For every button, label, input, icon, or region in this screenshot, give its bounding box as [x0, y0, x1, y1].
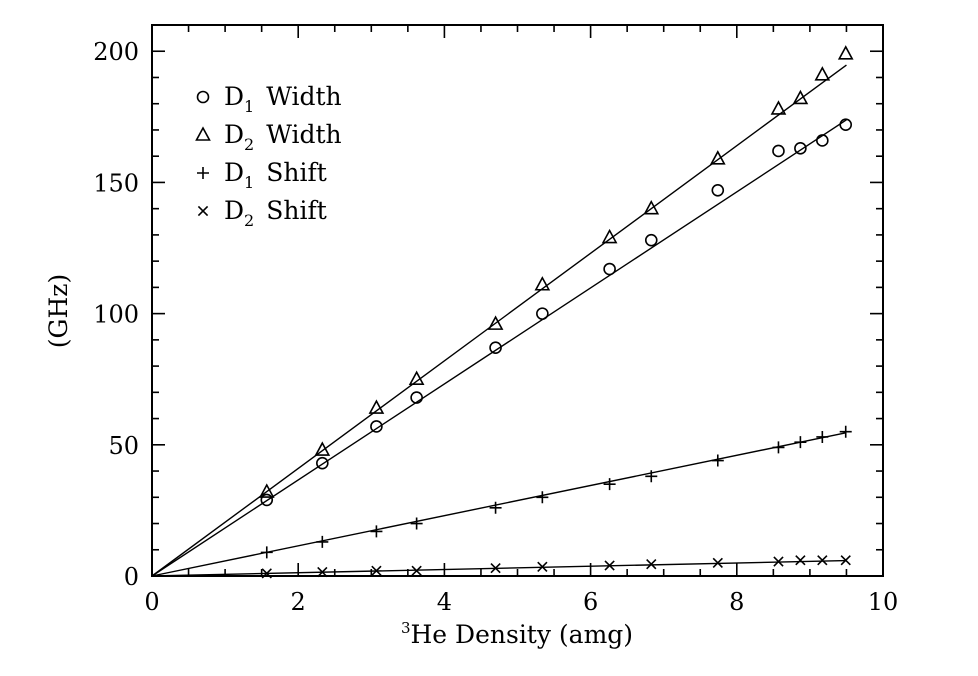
data-point-circle [536, 307, 549, 320]
y-tick-label: 200 [93, 38, 139, 66]
data-point-plus [260, 546, 273, 559]
data-point-cross [840, 555, 851, 566]
fit-line [151, 119, 847, 577]
data-points [258, 45, 854, 579]
x-axis-label: 3He Density (amg) [401, 619, 633, 649]
data-point-triangle [258, 483, 275, 498]
data-point-cross [795, 555, 806, 566]
data-point-circle [603, 262, 616, 276]
fit-line [151, 431, 847, 577]
data-point-triangle [601, 228, 618, 244]
data-point-circle [370, 420, 383, 433]
data-point-circle [839, 118, 853, 132]
x-tick-label: 6 [583, 588, 598, 616]
data-point-plus [794, 436, 807, 449]
data-point-plus [410, 517, 423, 530]
legend: D1 Width D2 Width D1 Shift D2 Shift [195, 82, 342, 230]
x-tick-label: 0 [144, 588, 159, 616]
data-point-plus [772, 441, 785, 454]
data-point-circle [711, 184, 725, 197]
y-axis-label: (GHz) [44, 274, 73, 348]
x-axis-label-text: He Density (amg) [411, 620, 634, 649]
data-point-triangle [487, 315, 504, 330]
data-point-triangle [770, 100, 787, 115]
legend-marker-plus [197, 167, 209, 179]
data-point-cross [646, 559, 657, 570]
y-tick-label: 100 [93, 301, 139, 329]
data-point-triangle [408, 370, 425, 386]
data-point-cross [604, 560, 615, 571]
data-point-circle [644, 233, 658, 247]
data-point-circle [410, 391, 423, 404]
data-point-cross [317, 566, 328, 578]
data-point-plus [816, 430, 829, 443]
y-tick-label: 150 [93, 169, 139, 197]
x-tick-label: 4 [437, 588, 452, 616]
fit-line [151, 64, 847, 577]
x-axis-label-superscript: 3 [401, 619, 411, 637]
legend-marker-cross [197, 205, 209, 217]
data-point-triangle [368, 399, 385, 414]
fit-lines [151, 64, 847, 577]
y-tick-label: 50 [108, 432, 139, 460]
x-tick-label: 10 [868, 588, 899, 616]
legend-marker-triangle [195, 126, 211, 141]
data-point-plus [536, 491, 549, 504]
legend-label: D2 Shift [224, 196, 327, 230]
data-point-cross [817, 555, 828, 566]
data-point-circle [772, 144, 785, 158]
axis-ticks [151, 25, 884, 577]
data-point-triangle [314, 441, 331, 456]
data-point-plus [316, 535, 329, 548]
data-point-plus [370, 525, 383, 538]
fit-line [151, 559, 847, 577]
data-point-circle [260, 493, 274, 507]
x-tick-label: 8 [729, 588, 744, 616]
data-point-cross [371, 565, 382, 576]
data-point-cross [712, 557, 723, 569]
data-point-triangle [837, 45, 854, 60]
data-point-triangle [534, 276, 551, 291]
data-point-circle [316, 456, 329, 470]
data-point-cross [537, 561, 548, 572]
x-tick-label: 2 [291, 588, 306, 616]
data-point-circle [489, 341, 502, 355]
data-point-cross [261, 568, 272, 579]
legend-marker-circle [196, 90, 210, 104]
data-point-circle [794, 142, 807, 155]
data-point-plus [645, 470, 658, 483]
legend-label: D1 Shift [224, 158, 327, 192]
data-point-triangle [814, 66, 831, 81]
data-point-cross [411, 565, 422, 576]
data-point-circle [816, 134, 829, 147]
data-point-plus [711, 454, 724, 467]
legend-label: D1 Width [224, 82, 342, 116]
data-point-plus [839, 425, 852, 438]
legend-label: D2 Width [224, 120, 342, 154]
data-point-triangle [792, 89, 809, 105]
data-point-triangle [709, 150, 726, 165]
y-tick-label: 0 [124, 563, 139, 591]
data-point-plus [489, 501, 502, 514]
data-point-plus [603, 478, 616, 491]
data-point-cross [773, 556, 784, 567]
data-point-triangle [643, 199, 660, 215]
data-point-cross [490, 562, 501, 574]
